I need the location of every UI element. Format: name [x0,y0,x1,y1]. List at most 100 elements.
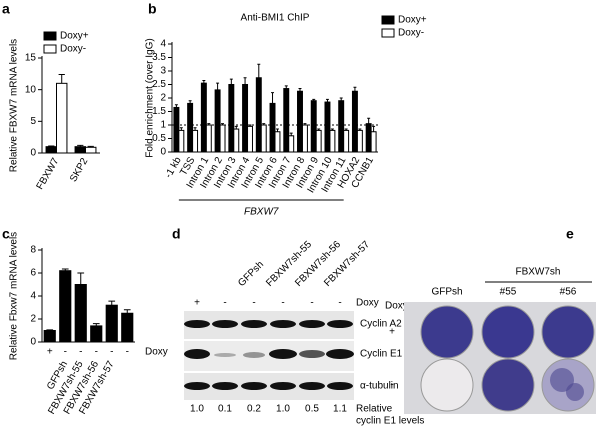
y-tick-label: 0 [160,147,166,158]
bar [121,312,134,343]
error-bar [46,329,54,331]
band-label: Cyclin E1 [360,349,403,360]
doxy-sign: - [79,347,82,358]
bar [324,101,331,153]
doxy-label: Doxy [356,298,379,309]
row-label: + [389,327,395,338]
error-bar [58,73,65,84]
column-label: #56 [560,287,577,298]
error-bar [216,82,220,90]
bar [260,124,267,153]
error-bar [298,88,302,92]
group-label: FBXW7sh [515,267,560,278]
error-bar [207,123,211,125]
error-bar [339,97,343,101]
panel-letter: e [566,226,574,242]
bar [288,135,295,153]
bar [365,123,372,153]
bar [351,90,358,153]
bar [343,129,350,153]
error-bar [123,309,131,314]
column-label: GFPsh [431,287,462,298]
bar [310,100,317,153]
y-tick-label: 1 [160,120,166,131]
y-tick-label: 4 [160,39,166,50]
band-label: α-tubulin [360,381,399,392]
error-bar [87,145,94,148]
chart-title: Anti-BMI1 ChIP [241,13,310,24]
bar [200,82,207,153]
bar [105,304,118,343]
bar [338,100,345,153]
doxy-label: Doxy [145,347,168,358]
bar [255,77,262,153]
level-value: 0.2 [247,404,261,415]
bar [85,146,97,154]
error-bar [257,63,261,78]
bar [59,270,72,343]
y-tick-label: 0 [30,148,36,159]
legend-swatch [43,31,57,41]
y-tick-label: 2.5 [152,79,166,90]
y-tick-label: 15 [25,53,37,64]
lane-label: GFPsh [236,259,266,289]
x-tick-label: FBXW7 [35,156,62,192]
legend-swatch [43,44,57,54]
axis-line [41,248,135,343]
doxy-sign: - [223,298,226,309]
level-value: 0.5 [305,404,319,415]
bar [233,128,240,153]
error-bar [243,77,247,85]
error-bar [275,128,279,132]
legend-label: Doxy- [60,44,86,55]
bar [228,84,235,153]
error-bar [248,124,252,127]
bar [43,330,56,343]
error-bar [193,127,197,131]
error-bar [358,128,362,131]
levels-label: cyclin E1 levels [356,416,424,427]
bar [187,102,194,153]
error-bar [372,125,376,132]
y-tick-label: 6 [30,268,36,279]
bar [178,129,185,153]
x-tick-label: SKP2 [68,156,91,184]
error-bar [229,78,233,85]
error-bar [284,85,288,89]
doxy-sign: - [95,347,98,358]
bar [173,106,180,153]
y-tick-label: 10 [25,84,37,95]
doxy-sign: + [47,347,53,358]
error-bar [77,144,84,147]
band-label: Cyclin A2 [360,319,402,330]
error-bar [344,128,348,131]
error-bar [174,104,178,108]
doxy-sign: + [194,298,200,309]
plate-image [404,302,596,414]
y-tick-label: 4 [30,291,36,302]
error-bar [312,98,316,101]
axis-line [41,56,100,154]
level-value: 1.0 [276,404,290,415]
bar [219,124,226,153]
error-bar [188,100,192,104]
y-tick-label: 1.5 [152,106,166,117]
doxy-sign: - [110,347,113,358]
x-axis-label: FBXW7 [244,207,279,218]
doxy-sign: - [281,298,284,309]
y-tick-label: 5 [30,116,36,127]
y-axis-label: Relative FBXW7 mRNA levels [9,39,20,172]
legend-swatch [381,15,395,25]
bar [214,89,221,153]
bar [205,124,212,153]
y-tick-label: 3.5 [152,52,166,63]
bar [274,131,281,153]
error-bar [303,123,307,125]
bar [90,325,103,343]
y-tick-label: 3 [160,66,166,77]
error-bar [353,86,357,92]
bar [370,131,377,153]
y-tick-label: 8 [30,245,36,256]
